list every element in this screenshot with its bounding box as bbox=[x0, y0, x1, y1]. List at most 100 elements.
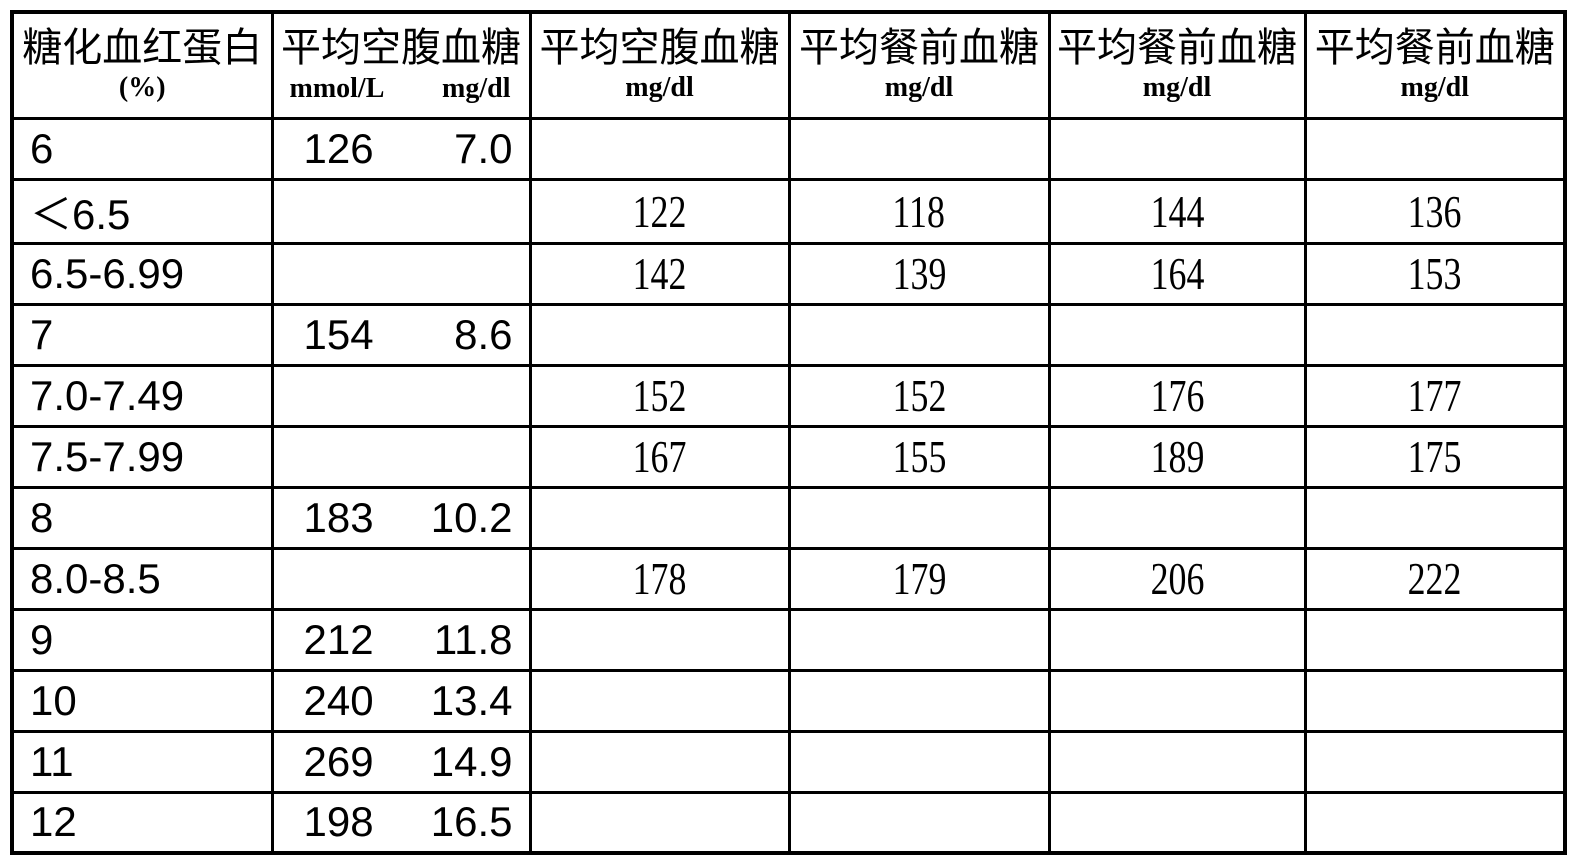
premeal-2-cell bbox=[1047, 302, 1307, 367]
premeal-1-cell bbox=[787, 116, 1051, 181]
fasting-mgdl-cell: 167 bbox=[528, 424, 791, 489]
col-header-premeal-3: 平均餐前血糖 mg/dl bbox=[1303, 10, 1567, 120]
col-header-hba1c-unit: (%) bbox=[118, 72, 166, 104]
col-header-premeal-3-unit: mg/dl bbox=[1400, 72, 1469, 104]
table-row: 6 126 7.0 bbox=[10, 116, 1567, 181]
premeal-3-cell bbox=[1303, 729, 1567, 794]
fasting-mgdl-cell: 178 bbox=[528, 546, 791, 611]
premeal-1-cell bbox=[787, 302, 1051, 367]
fasting-mgdl-cell bbox=[528, 607, 791, 672]
premeal-1-cell: 152 bbox=[787, 363, 1051, 428]
col-header-premeal-3-title: 平均餐前血糖 bbox=[1314, 25, 1555, 72]
fasting-dual-cell: 269 14.9 bbox=[270, 729, 532, 794]
table-row: ＜6.5 122 118 144 136 bbox=[10, 177, 1567, 245]
col-header-fasting-mgdl-unit: mg/dl bbox=[625, 72, 694, 104]
table-row: 7.0-7.49 152 152 176 177 bbox=[10, 363, 1567, 428]
fasting-mgdl-cell bbox=[528, 668, 791, 733]
fasting-dual-cell bbox=[270, 363, 532, 428]
hba1c-range-cell: 9 bbox=[10, 607, 274, 672]
premeal-1-cell bbox=[787, 790, 1051, 855]
premeal-2-cell: 206 bbox=[1047, 546, 1307, 611]
table-row: 9 212 11.8 bbox=[10, 607, 1567, 672]
premeal-3-cell: 175 bbox=[1303, 424, 1567, 489]
premeal-3-cell bbox=[1303, 790, 1567, 855]
col-header-fasting-mgdl: 平均空腹血糖 mg/dl bbox=[528, 10, 791, 120]
fasting-mmol-value: 126 bbox=[303, 124, 374, 172]
fasting-mgdl-value: 14.9 bbox=[430, 737, 513, 785]
fasting-dual-cell: 154 8.6 bbox=[270, 302, 532, 367]
premeal-3-cell bbox=[1303, 116, 1567, 181]
fasting-mgdl-value: 7.0 bbox=[454, 124, 513, 172]
hba1c-range-cell: 7.5-7.99 bbox=[10, 424, 274, 489]
hba1c-range-cell: 6 bbox=[10, 116, 274, 181]
hba1c-range-cell: 7 bbox=[10, 302, 274, 367]
hba1c-glucose-table: 糖化血红蛋白 (%) 平均空腹血糖 mmol/L mg/dl 平均空腹血糖 mg… bbox=[10, 10, 1567, 855]
fasting-mmol-value: 183 bbox=[303, 493, 374, 541]
table-row: 7 154 8.6 bbox=[10, 302, 1567, 367]
fasting-mgdl-value: 8.6 bbox=[454, 310, 513, 358]
premeal-2-cell bbox=[1047, 485, 1307, 550]
premeal-2-cell bbox=[1047, 668, 1307, 733]
unit-mgdl: mg/dl bbox=[442, 72, 511, 104]
premeal-3-cell bbox=[1303, 485, 1567, 550]
fasting-dual-cell: 240 13.4 bbox=[270, 668, 532, 733]
premeal-2-cell bbox=[1047, 729, 1307, 794]
table-row: 11 269 14.9 bbox=[10, 729, 1567, 794]
fasting-dual-cell bbox=[270, 546, 532, 611]
premeal-1-cell: 139 bbox=[787, 241, 1051, 306]
fasting-mgdl-cell: 142 bbox=[528, 241, 791, 306]
col-header-fasting-dual-title: 平均空腹血糖 bbox=[281, 24, 521, 71]
premeal-2-cell: 164 bbox=[1047, 241, 1307, 306]
col-header-hba1c: 糖化血红蛋白 (%) bbox=[10, 10, 274, 120]
premeal-2-cell bbox=[1047, 607, 1307, 672]
premeal-1-cell bbox=[787, 729, 1051, 794]
fasting-dual-cell bbox=[270, 177, 532, 245]
col-header-premeal-2-unit: mg/dl bbox=[1142, 72, 1212, 104]
premeal-3-cell: 153 bbox=[1303, 241, 1567, 306]
fasting-mmol-value: 154 bbox=[303, 310, 374, 358]
hba1c-range-cell: 6.5-6.99 bbox=[10, 241, 274, 306]
col-header-premeal-2-title: 平均餐前血糖 bbox=[1057, 25, 1297, 72]
premeal-2-cell bbox=[1047, 116, 1307, 181]
premeal-1-cell bbox=[787, 485, 1051, 550]
fasting-mgdl-cell bbox=[528, 790, 791, 855]
unit-mmol: mmol/L bbox=[289, 72, 385, 104]
fasting-mgdl-cell bbox=[528, 729, 791, 794]
premeal-1-cell bbox=[787, 668, 1051, 733]
col-header-premeal-1-title: 平均餐前血糖 bbox=[799, 25, 1039, 72]
fasting-mgdl-cell bbox=[528, 302, 791, 367]
table-row: 8.0-8.5 178 179 206 222 bbox=[10, 546, 1567, 611]
fasting-mgdl-value: 11.8 bbox=[433, 615, 513, 663]
fasting-mmol-value: 240 bbox=[303, 676, 374, 724]
premeal-1-cell bbox=[787, 607, 1051, 672]
fasting-dual-cell: 198 16.5 bbox=[270, 790, 532, 855]
premeal-1-cell: 179 bbox=[787, 546, 1051, 611]
fasting-mgdl-cell bbox=[528, 485, 791, 550]
fasting-mgdl-value: 13.4 bbox=[430, 676, 513, 724]
fasting-mgdl-cell: 122 bbox=[528, 177, 791, 245]
fasting-mmol-value: 212 bbox=[303, 615, 374, 663]
fasting-mmol-value: 269 bbox=[303, 737, 374, 785]
fasting-mmol-value: 198 bbox=[303, 798, 374, 846]
table-row: 6.5-6.99 142 139 164 153 bbox=[10, 241, 1567, 306]
hba1c-range-cell: ＜6.5 bbox=[10, 177, 274, 245]
premeal-1-cell: 155 bbox=[787, 424, 1051, 489]
hba1c-range-cell: 7.0-7.49 bbox=[10, 363, 274, 428]
table-body: 6 126 7.0 ＜6.5 bbox=[10, 116, 1567, 855]
hba1c-range-cell: 8 bbox=[10, 485, 274, 550]
col-header-fasting-dual-units: mmol/L mg/dl bbox=[275, 72, 527, 105]
premeal-3-cell: 177 bbox=[1303, 363, 1567, 428]
premeal-3-cell: 136 bbox=[1303, 177, 1567, 245]
premeal-2-cell: 176 bbox=[1047, 363, 1307, 428]
header-row: 糖化血红蛋白 (%) 平均空腹血糖 mmol/L mg/dl 平均空腹血糖 mg… bbox=[10, 10, 1567, 120]
hba1c-range-cell: 10 bbox=[10, 668, 274, 733]
fasting-dual-cell: 212 11.8 bbox=[270, 607, 532, 672]
table-row: 12 198 16.5 bbox=[10, 790, 1567, 855]
hba1c-range-cell: 12 bbox=[10, 790, 274, 855]
table-row: 8 183 10.2 bbox=[10, 485, 1567, 550]
col-header-premeal-1: 平均餐前血糖 mg/dl bbox=[787, 10, 1051, 120]
premeal-2-cell: 189 bbox=[1047, 424, 1307, 489]
fasting-mgdl-cell: 152 bbox=[528, 363, 791, 428]
premeal-3-cell bbox=[1303, 607, 1567, 672]
